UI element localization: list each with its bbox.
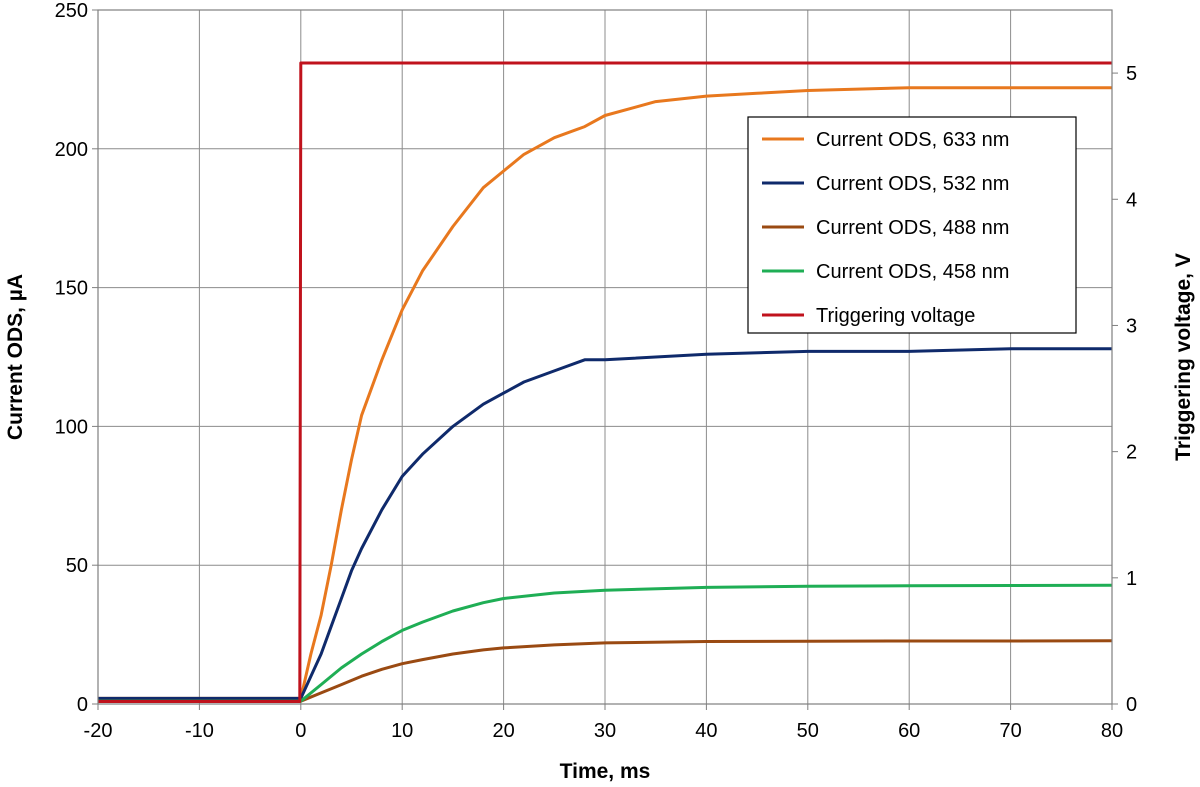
left-tick-label: 100 xyxy=(55,416,88,438)
x-tick-label: 0 xyxy=(295,720,306,742)
legend-label: Current ODS, 488 nm xyxy=(816,217,1009,239)
right-tick-label: 4 xyxy=(1126,189,1137,211)
right-axis-title: Triggering voltage, V xyxy=(1172,253,1195,461)
right-tick-label: 3 xyxy=(1126,315,1137,337)
x-tick-label: 70 xyxy=(999,720,1021,742)
legend-label: Current ODS, 458 nm xyxy=(816,261,1009,283)
x-tick-label: 80 xyxy=(1101,720,1123,742)
x-tick-label: 20 xyxy=(492,720,514,742)
series-line-3 xyxy=(98,639,1113,703)
right-tick-label: 2 xyxy=(1126,442,1137,464)
x-tick-label: 40 xyxy=(695,720,717,742)
left-tick-label: 50 xyxy=(66,555,88,577)
left-tick-label: 0 xyxy=(77,694,88,716)
left-axis-title: Current ODS, µA xyxy=(4,274,27,440)
right-axis-ticks: 0 1 2 3 4 5 xyxy=(1112,63,1137,716)
right-tick-label: 0 xyxy=(1126,694,1137,716)
series-line-5 xyxy=(98,61,1112,703)
x-axis-ticks: -20 -10 0 10 20 30 40 50 60 70 80 xyxy=(84,704,1123,742)
series-line-4 xyxy=(98,583,1113,703)
left-axis-ticks: 0 50 100 150 200 250 xyxy=(55,0,98,716)
x-tick-label: 60 xyxy=(898,720,920,742)
x-axis-title: Time, ms xyxy=(560,760,651,783)
x-tick-label: 30 xyxy=(594,720,616,742)
legend: Current ODS, 633 nm Current ODS, 532 nm Cu… xyxy=(747,116,1077,334)
x-tick-label: 50 xyxy=(797,720,819,742)
left-tick-label: 250 xyxy=(55,0,88,22)
legend-label: Current ODS, 633 nm xyxy=(816,129,1009,151)
left-tick-label: 150 xyxy=(55,278,88,300)
right-tick-label: 5 xyxy=(1126,63,1137,85)
legend-box xyxy=(747,116,1077,334)
x-tick-label: -20 xyxy=(84,720,113,742)
right-tick-label: 1 xyxy=(1126,568,1137,590)
x-tick-label: 10 xyxy=(391,720,413,742)
legend-label: Current ODS, 532 nm xyxy=(816,173,1009,195)
left-tick-label: 200 xyxy=(55,139,88,161)
series-line-1 xyxy=(98,86,1112,700)
x-tick-label: -10 xyxy=(185,720,214,742)
series-line-2 xyxy=(98,347,1112,700)
legend-label: Triggering voltage xyxy=(816,305,975,327)
plot-series xyxy=(98,61,1113,703)
